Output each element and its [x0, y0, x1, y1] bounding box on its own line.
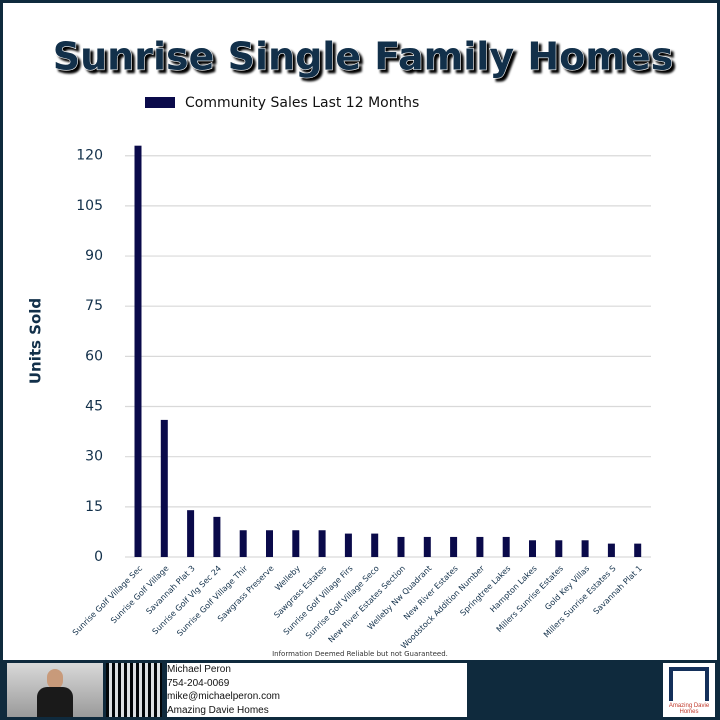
bar — [371, 533, 379, 557]
bar — [634, 543, 642, 557]
bar — [292, 530, 300, 557]
y-tick-label: 60 — [85, 348, 103, 364]
company-logo: Amazing Davie Homes — [663, 663, 715, 717]
bar — [266, 530, 273, 557]
bar — [187, 510, 195, 557]
agent-email[interactable]: mike@michaelperon.com — [167, 691, 280, 702]
bar — [160, 419, 168, 557]
qr-code[interactable] — [106, 663, 162, 717]
y-tick-label: 75 — [85, 298, 103, 314]
y-tick-label: 15 — [85, 499, 103, 515]
agent-photo — [7, 663, 103, 717]
bar — [239, 530, 247, 557]
y-tick-label: 105 — [76, 198, 103, 214]
legend-label: Community Sales Last 12 Months — [185, 95, 419, 111]
bar — [502, 536, 510, 557]
bar — [555, 540, 563, 557]
bar — [318, 530, 326, 557]
x-tick-label: Savannah Plat 1 — [592, 564, 644, 616]
bar — [344, 533, 352, 557]
logo-text: Amazing Davie Homes — [668, 703, 710, 715]
footer: Michael Peron 754-204-0069 mike@michaelp… — [3, 660, 717, 717]
chart: Sunrise Single Family Homes Units Sold I… — [27, 34, 674, 658]
chart-title: Sunrise Single Family Homes — [53, 35, 673, 79]
bar — [213, 516, 221, 557]
bar — [423, 536, 431, 557]
y-tick-label: 45 — [85, 399, 103, 415]
bar — [397, 536, 405, 557]
bar — [529, 540, 536, 557]
disclaimer: Information Deemed Reliable but not Guar… — [272, 650, 448, 658]
bar — [476, 536, 484, 557]
y-axis-label: Units Sold — [27, 298, 45, 384]
agent-company: Amazing Davie Homes — [167, 704, 269, 716]
x-tick-label: Savannah Plat 3 — [144, 564, 196, 616]
agent-phone[interactable]: 754-204-0069 — [167, 677, 230, 689]
bar — [450, 536, 458, 557]
bar — [607, 543, 615, 557]
y-tick-label: 0 — [94, 549, 103, 565]
contact-info: Michael Peron 754-204-0069 mike@michaelp… — [167, 663, 467, 717]
y-tick-label: 120 — [76, 148, 103, 164]
y-tick-label: 90 — [85, 248, 103, 264]
legend-swatch — [145, 97, 175, 108]
y-tick-label: 30 — [85, 449, 103, 465]
bar — [134, 145, 142, 558]
x-tick-label: Hampton Lakes — [488, 564, 538, 614]
bar — [581, 540, 589, 557]
agent-name: Michael Peron — [167, 664, 231, 675]
